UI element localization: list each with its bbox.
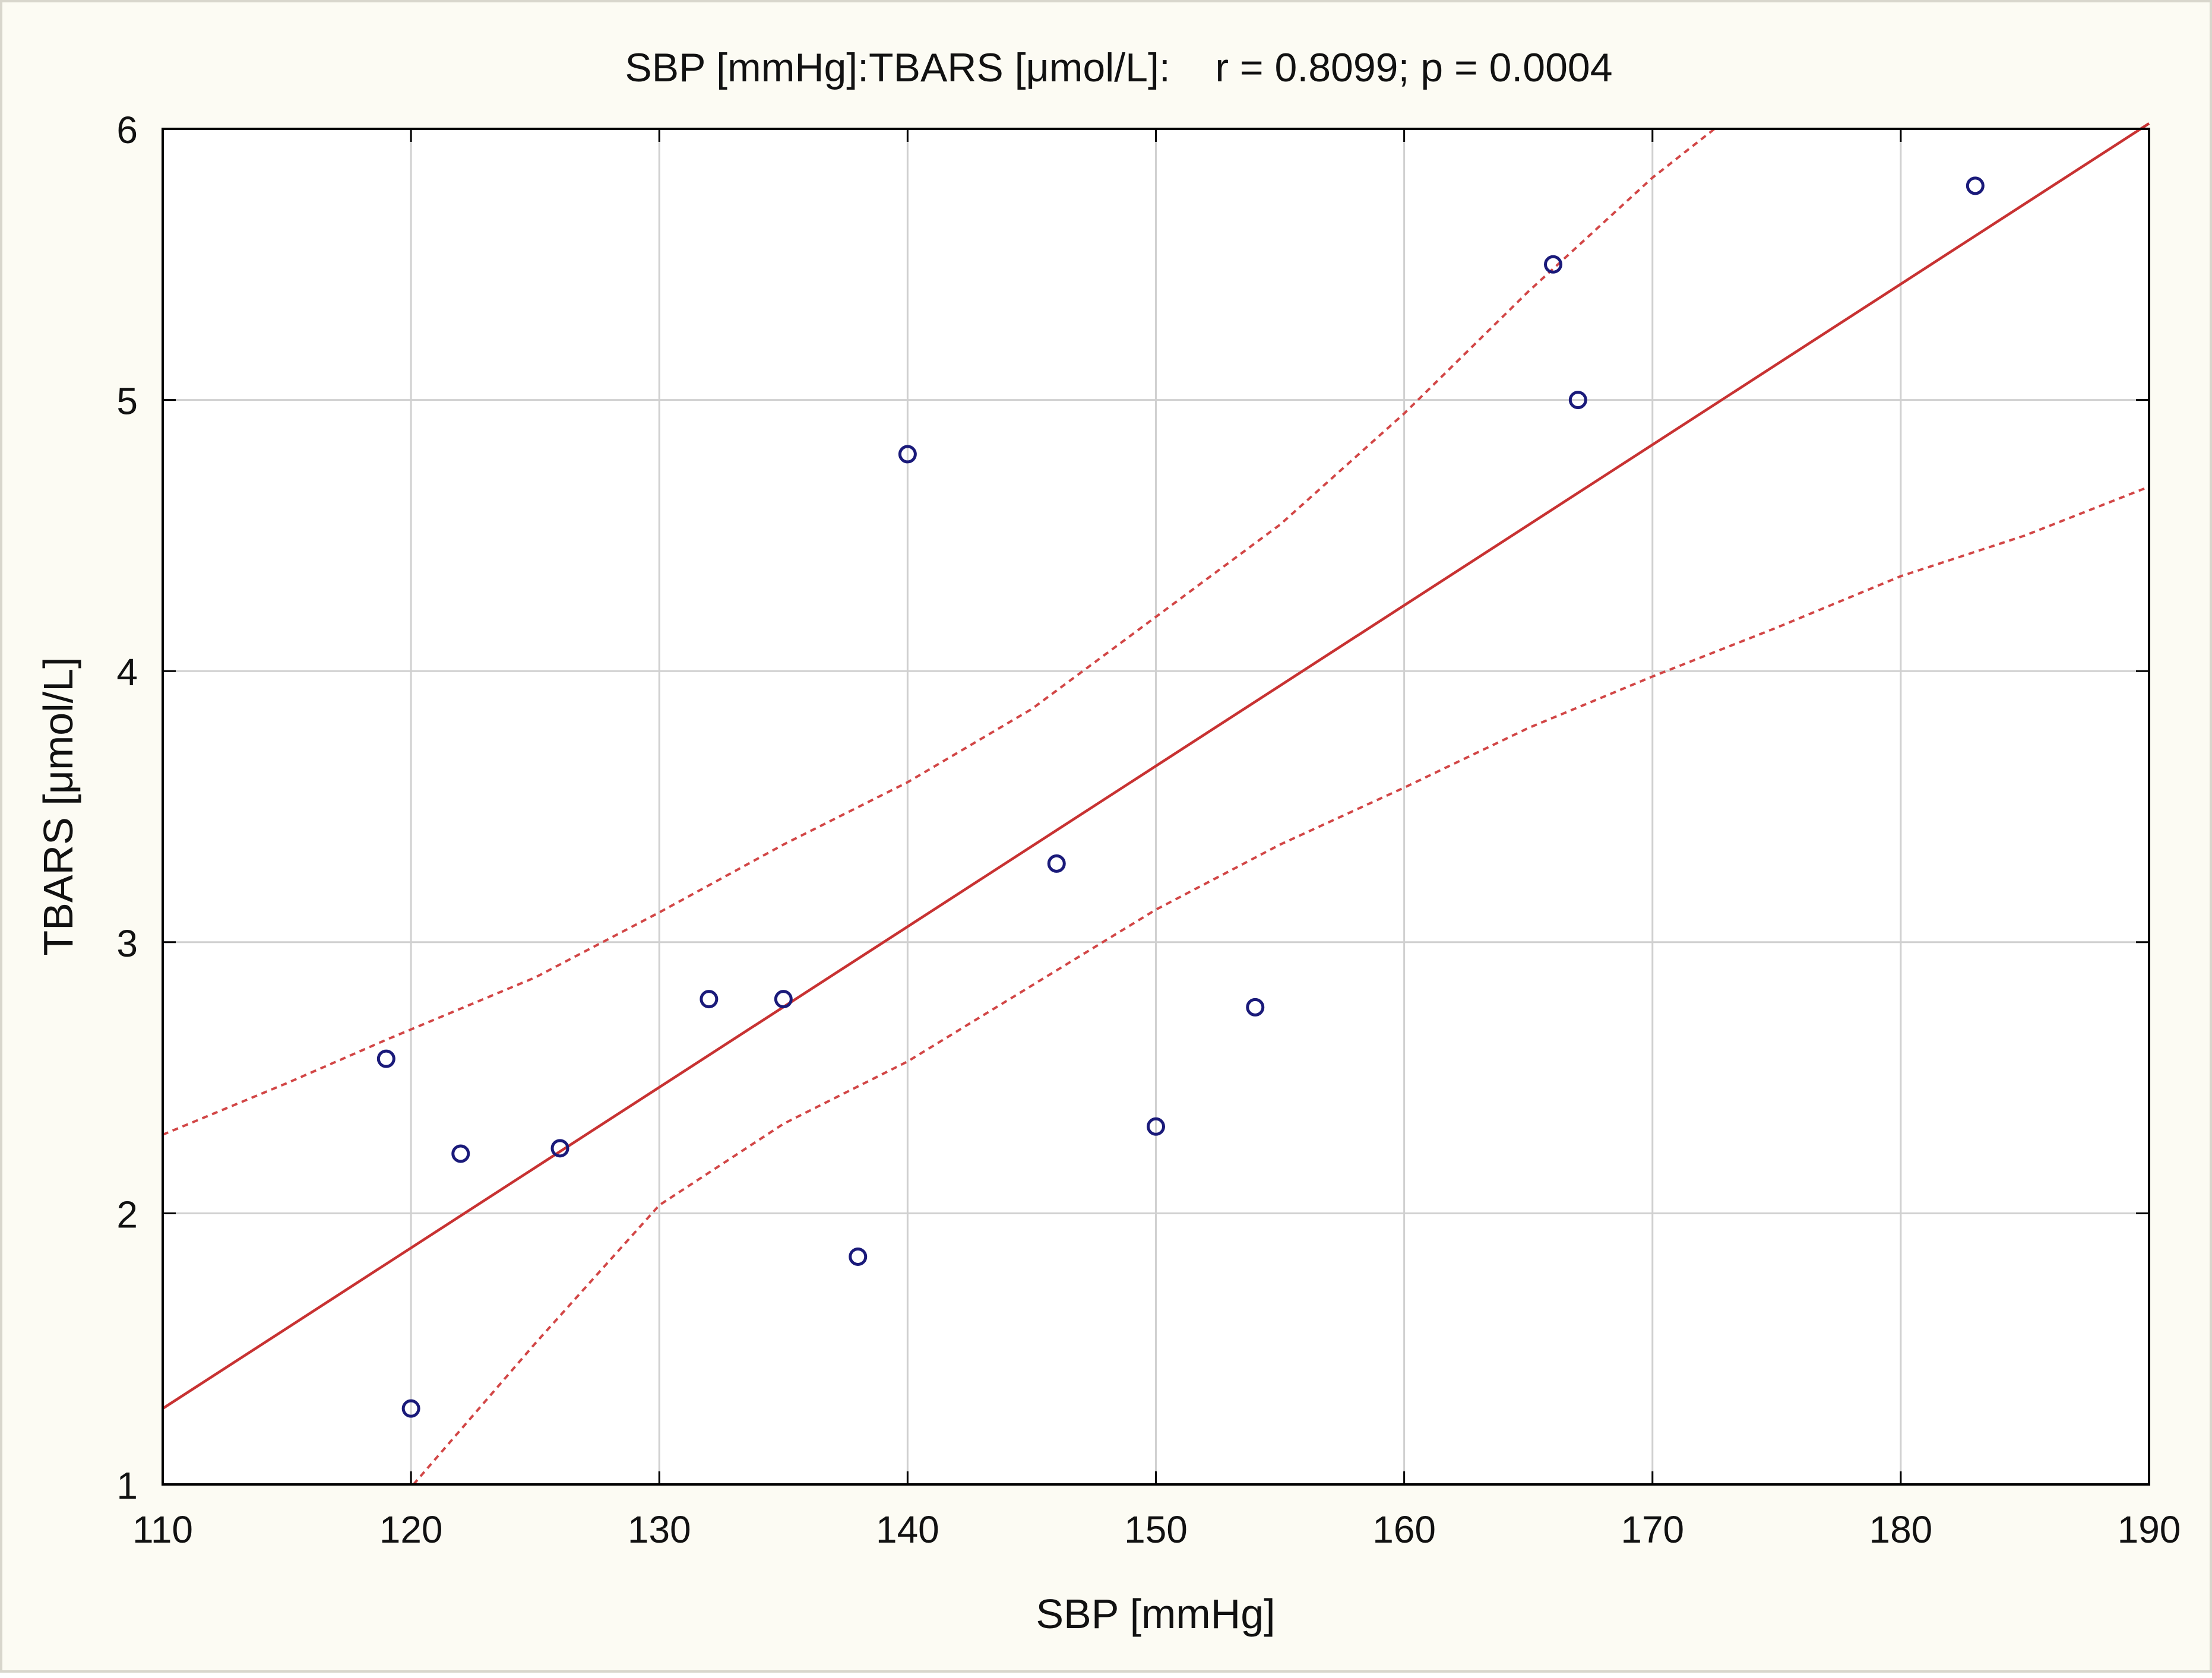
y-tick-label: 4 (116, 651, 138, 694)
x-tick-label: 140 (876, 1508, 939, 1551)
y-tick-label: 2 (116, 1193, 138, 1236)
x-tick-label: 170 (1621, 1508, 1684, 1551)
x-tick-label: 190 (2118, 1508, 2181, 1551)
x-tick-label: 130 (628, 1508, 691, 1551)
data-point (550, 1139, 569, 1158)
y-tick-label: 5 (116, 380, 138, 423)
data-point (451, 1144, 470, 1163)
x-tick-label: 150 (1124, 1508, 1188, 1551)
y-tick-label: 6 (116, 109, 138, 151)
data-point (1544, 255, 1562, 274)
confidence-band-upper (162, 128, 1716, 1136)
y-tick-label: 3 (116, 922, 138, 965)
confidence-band-lower (412, 485, 2150, 1486)
regression-line (162, 122, 2150, 1410)
data-point (774, 990, 793, 1009)
data-point (1246, 998, 1265, 1017)
data-point (1966, 176, 1985, 195)
y-tick-label: 1 (116, 1464, 138, 1507)
y-axis-label: TBARS [μmol/L] (35, 657, 81, 955)
x-tick-label: 110 (132, 1508, 193, 1551)
data-point (700, 990, 719, 1009)
data-point (401, 1399, 420, 1418)
chart-title: SBP [mmHg]:TBARS [μmol/L]: r = 0.8099; p… (625, 45, 1612, 90)
x-tick-label: 120 (379, 1508, 443, 1551)
data-point (1147, 1117, 1165, 1136)
x-tick-label: 180 (1869, 1508, 1932, 1551)
data-point (376, 1049, 395, 1068)
data-point (1568, 391, 1587, 410)
data-point (849, 1247, 868, 1266)
data-point (1047, 854, 1066, 873)
data-point (898, 445, 917, 464)
x-tick-label: 160 (1372, 1508, 1436, 1551)
x-axis-label: SBP [mmHg] (1036, 1591, 1275, 1637)
